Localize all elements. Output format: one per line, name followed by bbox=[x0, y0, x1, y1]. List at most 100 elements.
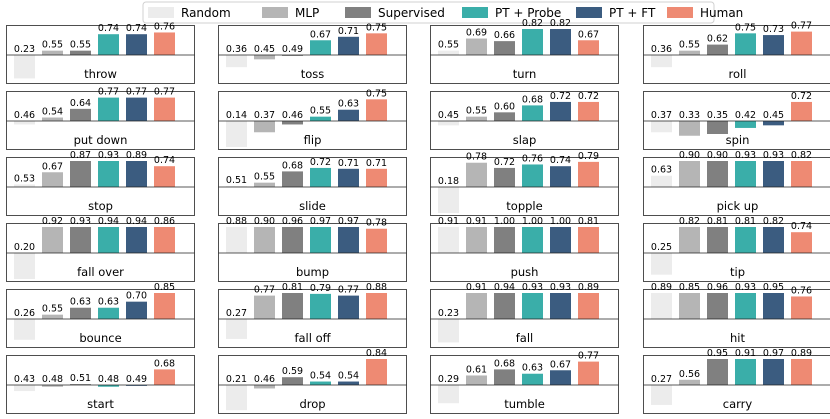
legend-item-pt-probe: PT + Probe bbox=[462, 6, 561, 20]
value-label: 0.85 bbox=[679, 282, 700, 293]
bar-human bbox=[366, 33, 387, 55]
value-label: 0.89 bbox=[651, 282, 672, 293]
bar-pt-probe bbox=[310, 40, 331, 55]
value-label: 0.46 bbox=[282, 110, 303, 121]
value-label: 0.55 bbox=[254, 172, 275, 183]
bar-supervised bbox=[282, 227, 303, 253]
value-label: 0.67 bbox=[578, 29, 599, 40]
bar-pt-probe bbox=[735, 121, 756, 128]
value-label: 0.64 bbox=[70, 98, 91, 109]
legend-swatch bbox=[345, 7, 371, 18]
bar-human bbox=[578, 361, 599, 385]
bar-supervised bbox=[707, 44, 728, 55]
value-label: 0.91 bbox=[466, 282, 487, 293]
bar-pt-ft bbox=[126, 34, 147, 55]
value-label: 0.82 bbox=[791, 150, 812, 161]
value-label: 0.54 bbox=[310, 371, 331, 382]
bar-pt-probe bbox=[735, 161, 756, 187]
bar-human bbox=[578, 227, 599, 253]
bar-pt-ft bbox=[550, 29, 571, 55]
panel-frame bbox=[6, 157, 195, 216]
value-label: 0.93 bbox=[70, 216, 91, 227]
value-label: 0.35 bbox=[707, 110, 728, 121]
bar-pt-ft bbox=[126, 227, 147, 253]
value-label: 0.72 bbox=[494, 157, 515, 168]
value-label: 0.67 bbox=[550, 359, 571, 370]
bar-supervised bbox=[707, 121, 728, 134]
value-label: 0.81 bbox=[735, 216, 756, 227]
bar-human bbox=[578, 293, 599, 319]
bar-supervised bbox=[70, 161, 91, 187]
bar-pt-ft bbox=[126, 161, 147, 187]
bar-human bbox=[791, 359, 812, 385]
legend-item-pt-ft: PT + FT bbox=[576, 6, 656, 20]
value-label: 0.75 bbox=[366, 88, 387, 99]
bar-pt-ft bbox=[338, 295, 359, 319]
value-label: 0.55 bbox=[70, 40, 91, 51]
value-label: 0.78 bbox=[366, 218, 387, 229]
value-label: 0.97 bbox=[763, 348, 784, 359]
panel-throw: 0.23 0.55 0.55 0.74 0.74 0.76 throw bbox=[6, 21, 195, 84]
bar-pt-ft bbox=[550, 293, 571, 319]
panel-title: bounce bbox=[79, 331, 121, 345]
value-label: 0.93 bbox=[735, 282, 756, 293]
value-label: 0.77 bbox=[338, 285, 359, 296]
panel-frame bbox=[6, 223, 195, 282]
bar-random bbox=[651, 293, 672, 319]
value-label: 0.77 bbox=[578, 351, 599, 362]
bar-random bbox=[226, 121, 247, 147]
value-label: 0.27 bbox=[226, 308, 247, 319]
bar-human bbox=[154, 293, 175, 319]
value-label: 0.78 bbox=[466, 152, 487, 163]
bar-pt-ft bbox=[338, 109, 359, 121]
panel-frame bbox=[643, 91, 830, 150]
value-label: 0.27 bbox=[651, 374, 672, 385]
bar-pt-ft bbox=[763, 35, 784, 55]
value-label: 0.75 bbox=[366, 22, 387, 33]
value-label: 0.55 bbox=[438, 40, 459, 51]
bar-pt-probe bbox=[98, 307, 119, 319]
value-label: 0.94 bbox=[494, 282, 515, 293]
bar-human bbox=[366, 293, 387, 319]
value-label: 1.00 bbox=[522, 216, 543, 227]
bar-pt-probe bbox=[98, 34, 119, 55]
value-label: 0.46 bbox=[14, 110, 35, 121]
panel-frame bbox=[430, 157, 619, 216]
value-label: 0.71 bbox=[338, 158, 359, 169]
panel-carry: 0.27 0.56 0.95 0.91 0.97 0.89 carry bbox=[643, 348, 830, 414]
bar-pt-ft bbox=[338, 168, 359, 187]
value-label: 0.86 bbox=[154, 216, 175, 227]
bar-pt-ft bbox=[763, 227, 784, 253]
panel-frame bbox=[218, 355, 407, 414]
bar-pt-probe bbox=[310, 116, 331, 121]
value-label: 0.74 bbox=[154, 155, 175, 166]
value-label: 0.74 bbox=[98, 23, 119, 34]
value-label: 0.81 bbox=[707, 216, 728, 227]
value-label: 0.55 bbox=[310, 106, 331, 117]
value-label: 0.33 bbox=[679, 110, 700, 121]
panel-tip: 0.25 0.82 0.81 0.81 0.82 0.74 tip bbox=[643, 216, 830, 282]
bar-pt-probe bbox=[98, 161, 119, 187]
bar-mlp bbox=[42, 314, 63, 319]
value-label: 0.55 bbox=[679, 40, 700, 51]
value-label: 0.76 bbox=[522, 153, 543, 164]
bar-mlp bbox=[42, 117, 63, 121]
panel-hit: 0.89 0.85 0.96 0.93 0.95 0.76 hit bbox=[643, 282, 830, 348]
bar-human bbox=[791, 31, 812, 55]
value-label: 0.66 bbox=[494, 30, 515, 41]
value-label: 0.14 bbox=[226, 110, 247, 121]
bar-mlp bbox=[254, 121, 275, 133]
value-label: 0.59 bbox=[282, 366, 303, 377]
bar-pt-ft bbox=[550, 227, 571, 253]
bar-pt-ft bbox=[763, 359, 784, 385]
panel-topple: 0.18 0.78 0.72 0.76 0.74 0.79 topple bbox=[430, 151, 619, 216]
bar-random bbox=[226, 227, 247, 253]
bar-pt-probe bbox=[735, 227, 756, 253]
panel-title: bump bbox=[296, 265, 329, 279]
value-label: 0.88 bbox=[226, 216, 247, 227]
bar-pt-ft bbox=[338, 227, 359, 253]
bar-pt-probe bbox=[735, 33, 756, 55]
value-label: 0.63 bbox=[70, 297, 91, 308]
panel-tumble: 0.29 0.61 0.68 0.63 0.67 0.77 tumble bbox=[430, 351, 619, 414]
value-label: 0.84 bbox=[366, 348, 387, 359]
